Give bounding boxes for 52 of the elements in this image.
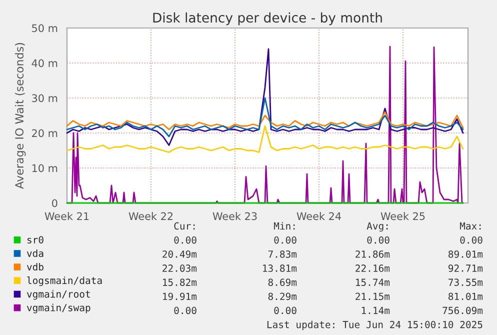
y-tick-label: 50 m bbox=[32, 24, 58, 32]
x-tick-label: Week 25 bbox=[380, 212, 425, 220]
text: 0.00 bbox=[174, 306, 196, 314]
text: 0.00 bbox=[274, 306, 296, 314]
text: 0.00 bbox=[460, 236, 482, 244]
chart-title: Disk latency per device - by month bbox=[153, 12, 382, 26]
text: 1.14m bbox=[362, 306, 390, 314]
y-axis-title: Average IO Wait (seconds) bbox=[14, 43, 26, 189]
y-tick-label: 30 m bbox=[32, 94, 58, 102]
text: Last update: Tue Jun 24 15:00:10 2025 bbox=[267, 320, 482, 330]
text: 92.71m bbox=[448, 264, 483, 272]
text: 19.91m bbox=[163, 292, 197, 300]
text: 8.69m bbox=[268, 278, 297, 286]
text: Cur: bbox=[174, 222, 195, 230]
text: 21.15m bbox=[356, 292, 390, 300]
text: Avg: bbox=[366, 222, 388, 232]
legend-label: vgmain/root bbox=[26, 290, 90, 300]
text: 15.74m bbox=[356, 278, 390, 286]
legend-label: vda bbox=[26, 249, 44, 258]
legend-label: logsmain/data bbox=[27, 276, 102, 286]
y-tick-label: 0 bbox=[52, 199, 58, 208]
x-tick-label: Week 21 bbox=[44, 212, 89, 220]
x-tick-label: Week 22 bbox=[128, 212, 173, 220]
text: Max: bbox=[460, 222, 481, 230]
text: 7.83m bbox=[268, 250, 297, 258]
x-tick-label: Week 23 bbox=[212, 212, 257, 220]
legend-label: sr0 bbox=[27, 236, 44, 244]
y-tick-label: 40 m bbox=[32, 59, 58, 68]
text: Min: bbox=[274, 222, 295, 230]
text: 0.00 bbox=[274, 236, 296, 244]
text: 20.49m bbox=[162, 250, 197, 258]
text: 22.16m bbox=[356, 264, 390, 272]
text: 0.00 bbox=[174, 236, 196, 244]
text: 756.09m bbox=[442, 306, 483, 314]
line-series bbox=[66, 111, 464, 130]
y-tick-label: 10 m bbox=[32, 164, 58, 172]
text: 0.00 bbox=[367, 236, 390, 244]
text: 8.29m bbox=[268, 292, 297, 300]
text: 81.01m bbox=[448, 292, 483, 300]
line-series bbox=[66, 48, 464, 146]
line-series bbox=[66, 125, 464, 153]
y-tick-label: 20 m bbox=[32, 129, 58, 138]
text: 21.86m bbox=[356, 250, 390, 258]
text: 15.82m bbox=[163, 278, 197, 286]
text: 89.01m bbox=[448, 250, 483, 258]
x-tick-label: Week 24 bbox=[296, 212, 341, 220]
text: 13.81m bbox=[263, 264, 297, 272]
legend-label: vdb bbox=[26, 263, 44, 271]
line-series bbox=[66, 97, 464, 138]
text: 22.03m bbox=[162, 264, 197, 272]
legend-label: vgmain/swap bbox=[26, 304, 90, 314]
text: 73.55m bbox=[448, 278, 483, 286]
